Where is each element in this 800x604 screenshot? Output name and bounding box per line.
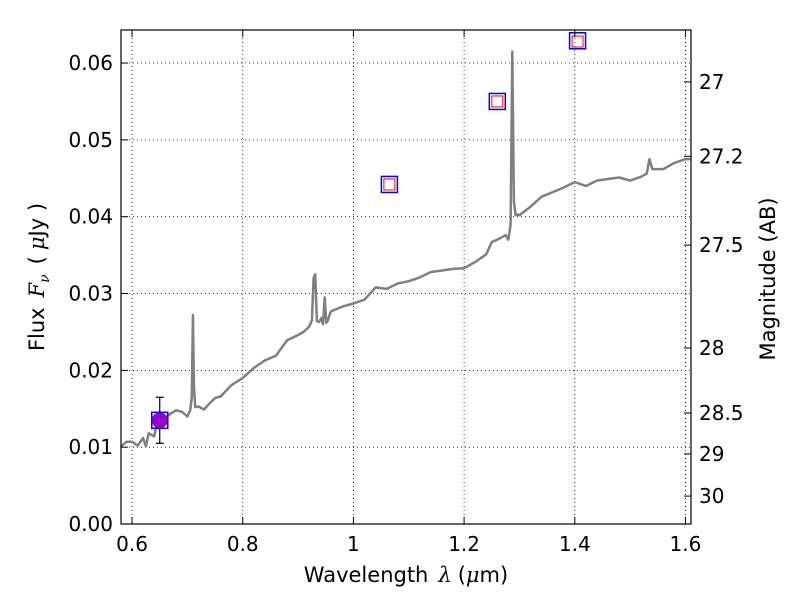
mag-tick-label: 29 [699,442,724,466]
y-tick-label: 0.02 [68,358,113,382]
mag-tick-label: 28 [699,336,724,360]
y-tick-label: 0.01 [68,435,113,459]
x-tick-label: 1 [347,532,360,556]
red-square-marker [383,178,396,191]
y-tick-label: 0.04 [68,205,113,229]
blue-square-marker [488,92,507,111]
spectrum-line [120,50,691,448]
mag-tick-label: 27.5 [699,233,744,257]
plot-area [120,32,691,448]
x-tick-label: 1.6 [670,532,702,556]
mag-tick-label: 27 [699,70,724,94]
blue-square-marker [380,175,399,194]
red-square-marker [571,35,584,48]
x-tick-label: 0.6 [116,532,148,556]
x-tick-label: 1.4 [559,532,591,556]
plot-frame [120,29,692,525]
x-tick-label: 1.2 [448,532,480,556]
y-tick-label: 0.00 [68,512,113,536]
axis-ticks: 0.6 0.8 1 1.2 1.4 1.6 0.00 0.01 0.02 0.03 0.04 0.05… [68,30,744,556]
y-tick-label: 0.03 [68,282,113,306]
x-axis-title: Wavelength λ (μm) [304,563,508,587]
mag-tick-label: 30 [699,484,724,508]
blue-square-marker [568,32,587,50]
mag-tick-label: 28.5 [699,401,744,425]
y2-axis-title: Magnitude (AB) [756,197,780,360]
blue-square-marker [150,411,169,430]
y-axis-title: FluxFν(μJy ) [25,203,53,351]
x-tick-label: 0.8 [227,532,259,556]
y-tick-label: 0.06 [68,51,113,75]
mag-tick-label: 27.2 [699,144,744,168]
y-tick-label: 0.05 [68,128,113,152]
observed-data-point [151,412,168,429]
red-square-marker [491,95,504,108]
